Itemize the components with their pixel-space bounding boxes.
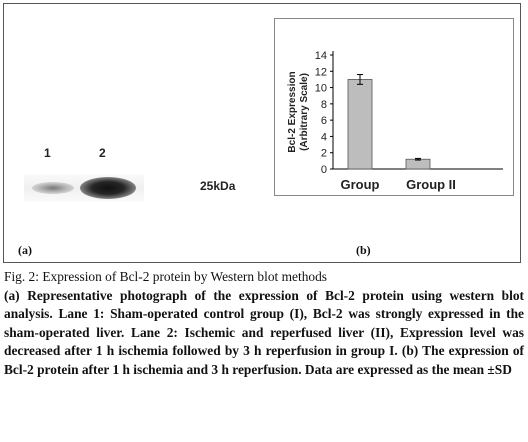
bar-chart: 0 2 4 6 8 10 12 14 Bcl-2 Expression (Arbitrary Sc… [287, 50, 503, 192]
panel-label-a: (a) [18, 243, 32, 257]
y-tick-label: 14 [315, 50, 327, 62]
y-tick-label: 0 [321, 164, 327, 176]
y-tick-label: 4 [321, 131, 327, 143]
y-tick-label: 2 [321, 148, 327, 160]
bar-2 [405, 158, 431, 170]
molecular-weight-label: 25kDa [200, 179, 236, 193]
y-tick-label: 8 [321, 99, 327, 111]
y-tick-label: 10 [315, 83, 327, 95]
blot-band-lane-2 [80, 177, 136, 199]
caption-body: (a) Representative photograph of the exp… [4, 287, 524, 377]
y-tick-label: 12 [315, 66, 327, 78]
x-category-label: Group II [406, 177, 456, 192]
y-tick-label: 6 [321, 115, 327, 127]
bar-chart-panel: 0 2 4 6 8 10 12 14 Bcl-2 Expression (Arbitrary Sc… [274, 18, 514, 196]
y-axis-label: (Arbitrary Scale) [299, 73, 310, 151]
blot-band-lane-1 [32, 182, 74, 194]
x-category-label: Group [341, 177, 380, 192]
lane-label-1: 1 [44, 146, 51, 160]
bar-1 [347, 79, 373, 170]
y-axis-label: Bcl-2 Expression [287, 71, 298, 152]
western-blot-strip [24, 174, 144, 202]
figure-frame: 1 2 25kDa 0 2 4 6 8 10 12 14 Bcl-2 Expression (Ar… [3, 3, 521, 263]
caption-title: Fig. 2: Expression of Bcl-2 protein by W… [4, 269, 327, 284]
panel-label-b: (b) [356, 243, 371, 257]
figure-caption: Fig. 2: Expression of Bcl-2 protein by W… [4, 268, 524, 380]
lane-label-2: 2 [99, 146, 106, 160]
